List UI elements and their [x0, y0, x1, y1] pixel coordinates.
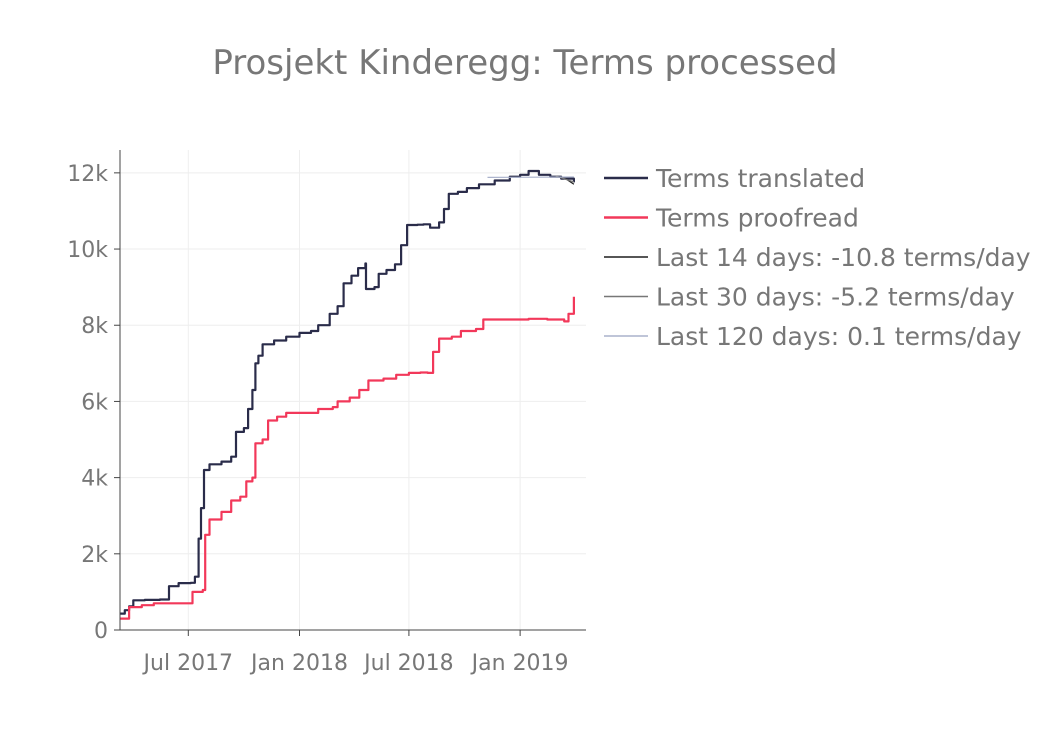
grid-lines [120, 150, 586, 630]
y-tick-label: 10k [67, 238, 108, 263]
x-tick-label: Jan 2019 [470, 651, 569, 676]
chart-title: Prosjekt Kinderegg: Terms processed [212, 43, 837, 83]
legend-label: Terms proofread [655, 204, 859, 233]
legend-item: Last 120 days: 0.1 terms/day [604, 322, 1022, 351]
legend: Terms translated Terms proofread Last 14 d… [604, 164, 1031, 351]
legend-item: Last 14 days: -10.8 terms/day [604, 243, 1031, 272]
y-tick-label: 0 [94, 619, 108, 644]
legend-item: Last 30 days: -5.2 terms/day [604, 283, 1015, 312]
series-line-terms-proofread [120, 296, 575, 620]
x-tick-label: Jan 2018 [249, 651, 348, 676]
legend-label: Terms translated [655, 164, 865, 193]
x-tick-label: Jul 2017 [142, 651, 234, 676]
series-line-terms-translated [120, 169, 575, 615]
legend-item: Terms proofread [604, 204, 859, 233]
y-tick-label: 12k [67, 162, 108, 187]
y-tick-label: 6k [81, 390, 108, 415]
legend-item: Terms translated [604, 164, 865, 193]
y-tick-label: 4k [81, 467, 108, 492]
series-layer [120, 169, 575, 620]
y-tick-label: 8k [81, 314, 108, 339]
legend-label: Last 120 days: 0.1 terms/day [656, 322, 1022, 351]
legend-label: Last 14 days: -10.8 terms/day [656, 243, 1031, 272]
y-tick-label: 2k [81, 543, 108, 568]
axes: 0 2k 4k 6k 8k 10k 12k Jul 2017 Jan 2018 Jul 2018 J… [67, 150, 586, 676]
x-tick-label: Jul 2018 [362, 651, 454, 676]
legend-label: Last 30 days: -5.2 terms/day [656, 283, 1015, 312]
